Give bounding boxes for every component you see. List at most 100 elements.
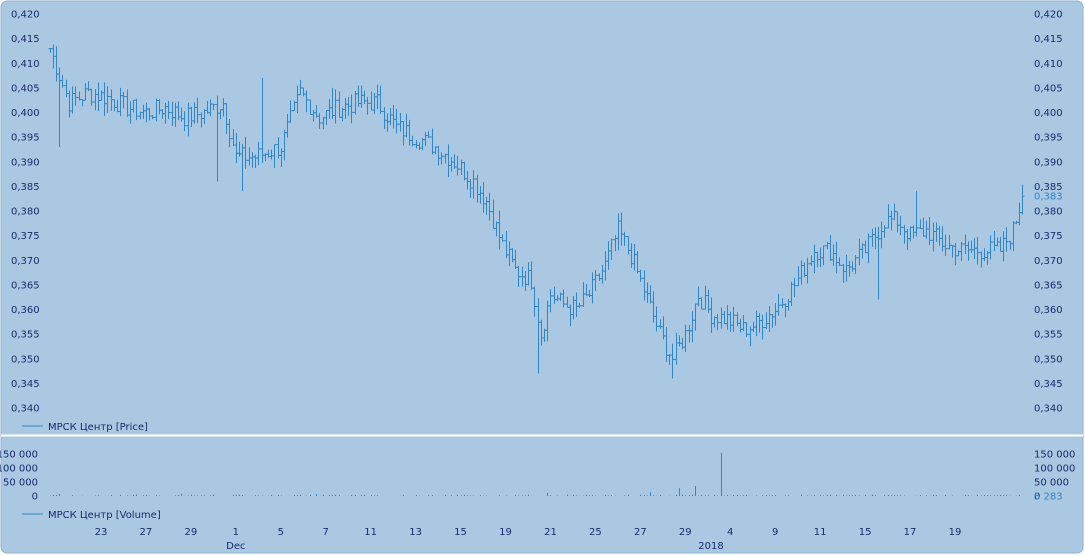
price-bar xyxy=(914,191,919,237)
price-y-tick-label-right: 0,405 xyxy=(1034,83,1063,94)
price-y-tick-label-left: 0,385 xyxy=(11,182,40,193)
price-y-axis-left: 0,420 0,415 0,410 0,405 0,400 0,395 0,390 0,385… xyxy=(11,10,40,415)
price-bar xyxy=(898,215,903,236)
price-y-tick-label-left: 0,355 xyxy=(11,330,40,341)
price-bar xyxy=(105,86,110,113)
price-bar xyxy=(715,314,720,331)
price-bar xyxy=(304,90,309,113)
price-y-tick-label-left: 0,420 xyxy=(11,10,40,21)
volume-y-tick-label-left: 100 000 xyxy=(0,464,38,475)
price-bar xyxy=(333,89,338,124)
price-bar xyxy=(288,100,293,124)
x-tick-label: 27 xyxy=(140,527,153,538)
price-y-tick-label-left: 0,395 xyxy=(11,133,40,144)
price-bar xyxy=(317,113,322,129)
price-y-tick-label-left: 0,360 xyxy=(11,305,40,316)
price-bar xyxy=(89,88,94,106)
x-tick-label: 19 xyxy=(949,527,962,538)
price-bar xyxy=(548,289,553,313)
price-bar xyxy=(60,74,65,88)
price-y-tick-label-right: 0,410 xyxy=(1034,59,1063,70)
price-y-tick-label-right: 0,375 xyxy=(1034,231,1063,242)
volume-legend-label: МРСК Центр [Volume] xyxy=(48,510,161,521)
price-y-tick-label-left: 0,350 xyxy=(11,354,40,365)
price-bar xyxy=(211,103,216,111)
price-bar xyxy=(378,85,383,114)
price-bar xyxy=(394,108,399,134)
price-ohlc-bars xyxy=(48,44,1025,379)
price-bar xyxy=(73,86,78,106)
price-y-tick-label-left: 0,410 xyxy=(11,59,40,70)
volume-y-tick-label-left: 50 000 xyxy=(3,478,38,489)
price-bar xyxy=(471,170,476,199)
x-tick-label: 23 xyxy=(95,527,108,538)
x-tick-label: 13 xyxy=(409,527,422,538)
price-y-tick-label-left: 0,365 xyxy=(11,280,40,291)
volume-bars xyxy=(50,452,1020,496)
x-tick-label: 11 xyxy=(814,527,827,538)
price-legend: МРСК Центр [Price] xyxy=(22,422,148,433)
price-bar xyxy=(577,303,582,309)
price-bar xyxy=(121,91,126,109)
volume-y-axis-left: 150 000 100 000 50 000 0 xyxy=(0,450,38,503)
x-month-label: Dec xyxy=(226,541,245,552)
price-y-tick-label-right: 0,390 xyxy=(1034,157,1063,168)
x-tick-label: 5 xyxy=(278,527,284,538)
price-bar xyxy=(487,192,492,221)
x-tick-label: 15 xyxy=(859,527,872,538)
price-last-value: 0,383 xyxy=(1034,192,1063,203)
price-bar xyxy=(1020,184,1025,215)
price-bar xyxy=(593,270,598,291)
x-tick-label: 17 xyxy=(904,527,917,538)
price-y-axis-right: 0,420 0,415 0,410 0,405 0,400 0,395 0,390 0,385… xyxy=(1034,10,1063,415)
x-tick-label: 29 xyxy=(185,527,198,538)
volume-y-tick-label-right: 50 000 xyxy=(1034,478,1069,489)
price-bar xyxy=(638,269,643,282)
x-tick-label: 19 xyxy=(499,527,512,538)
price-bar xyxy=(426,131,431,139)
price-y-tick-label-left: 0,340 xyxy=(11,404,40,415)
price-bar xyxy=(516,265,521,288)
price-y-tick-label-right: 0,360 xyxy=(1034,305,1063,316)
price-bar xyxy=(776,293,781,316)
price-bar xyxy=(959,241,964,262)
x-tick-label: 4 xyxy=(727,527,733,538)
price-bar xyxy=(837,257,842,267)
price-bar xyxy=(805,257,810,284)
price-y-tick-label-right: 0,380 xyxy=(1034,207,1063,218)
price-bar xyxy=(654,306,659,332)
x-tick-label: 21 xyxy=(544,527,557,538)
price-bar xyxy=(166,100,171,119)
price-y-tick-label-right: 0,340 xyxy=(1034,404,1063,415)
x-tick-label: 15 xyxy=(454,527,467,538)
x-tick-label: 1 xyxy=(233,527,239,538)
price-y-tick-label-left: 0,405 xyxy=(11,83,40,94)
price-bar xyxy=(622,231,627,246)
price-bar xyxy=(609,238,614,260)
price-y-tick-label-right: 0,400 xyxy=(1034,108,1063,119)
price-bar xyxy=(975,236,980,265)
price-bar xyxy=(182,111,187,132)
price-bar xyxy=(256,141,261,166)
volume-y-tick-label-right: 100 000 xyxy=(1034,464,1075,475)
volume-panel: 150 000 100 000 50 000 0 150 000 100 000 50 0… xyxy=(0,450,1075,521)
price-panel: 0,420 0,415 0,410 0,405 0,400 0,395 0,390 0,385… xyxy=(11,10,1063,434)
price-bar xyxy=(670,343,675,379)
x-month-label: 2018 xyxy=(698,541,723,552)
price-bar xyxy=(243,136,248,169)
price-bar xyxy=(988,235,993,260)
price-bar xyxy=(227,118,232,148)
volume-y-axis-right: 150 000 100 000 50 000 0 xyxy=(1034,450,1075,503)
price-bar xyxy=(683,324,688,353)
volume-last-value: 5 283 xyxy=(1034,492,1063,503)
price-bar xyxy=(349,94,354,124)
price-bar xyxy=(882,225,887,238)
price-y-tick-label-right: 0,370 xyxy=(1034,256,1063,267)
price-y-tick-label-left: 0,400 xyxy=(11,108,40,119)
price-bar xyxy=(455,155,460,176)
price-bar xyxy=(866,233,871,264)
price-y-tick-label-left: 0,345 xyxy=(11,379,40,390)
x-tick-label: 9 xyxy=(772,527,778,538)
